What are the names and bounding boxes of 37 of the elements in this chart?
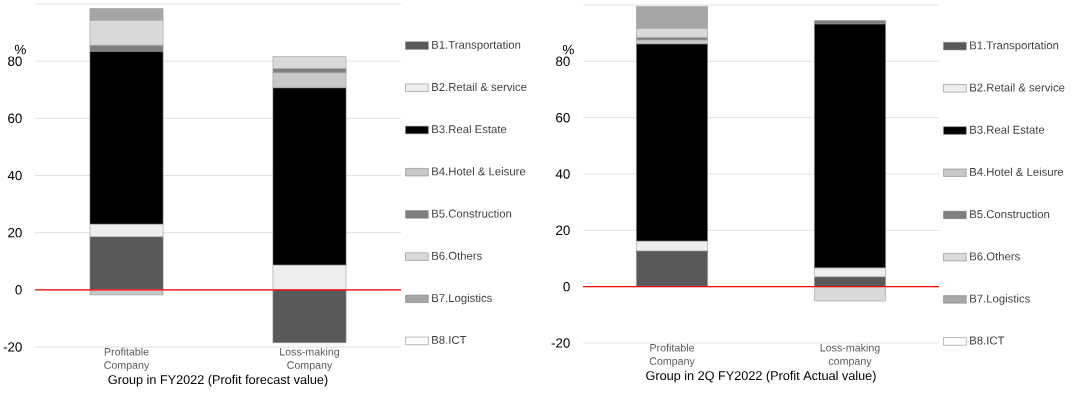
- x-tick-label: Loss-making Company: [280, 347, 340, 371]
- x-axis-title: Group in 2Q FY2022 (Profit Actual value): [646, 370, 876, 383]
- x-axis-title: Group in FY2022 (Profit forecast value): [108, 374, 328, 387]
- y-tick-label: 60: [556, 112, 570, 123]
- y-tick-label: 40: [555, 169, 570, 179]
- y-tick-label: 80: [556, 56, 570, 67]
- y-tick-label: 40: [7, 170, 22, 181]
- legend-label: B2.Retail & service: [970, 83, 1065, 92]
- y-tick-label: 80: [8, 56, 22, 66]
- y-tick-label: 0: [15, 285, 22, 295]
- y-tick-label: -20: [551, 338, 570, 348]
- legend-label: B8.ICT: [432, 335, 467, 344]
- legend-label: B1.Transportation: [970, 41, 1059, 52]
- legend-label: B4.Hotel & Leisure: [970, 167, 1064, 176]
- legend-label: B7.Logistics: [970, 294, 1030, 305]
- bar: [272, 56, 347, 69]
- legend-label: B6.Others: [970, 252, 1020, 261]
- y-tick-label: -20: [3, 342, 22, 352]
- y-tick-label: 60: [8, 113, 22, 124]
- legend-label: B2.Retail & service: [432, 82, 527, 91]
- legend-label: B3.Real Estate: [432, 124, 507, 134]
- x-tick-label: Profitable Company: [104, 347, 150, 371]
- legend-label: B7.Logistics: [432, 293, 492, 305]
- x-tick-label: Profitable Company: [649, 343, 695, 367]
- legend-label: B5.Construction: [432, 209, 512, 218]
- legend-label: B3.Real Estate: [970, 125, 1045, 134]
- y-axis-title: %: [14, 44, 26, 55]
- legend-label: B4.Hotel & Leisure: [432, 167, 526, 176]
- y-tick-label: 0: [563, 281, 570, 292]
- legend-label: B5.Construction: [970, 209, 1050, 219]
- x-tick-label: Loss-making company: [820, 343, 880, 367]
- legend-label: B6.Others: [432, 251, 482, 260]
- y-axis-title: %: [562, 45, 574, 55]
- y-tick-label: 20: [8, 227, 22, 238]
- legend-label: B8.ICT: [970, 336, 1005, 345]
- legend-label: B1.Transportation: [432, 40, 521, 52]
- y-tick-label: 20: [556, 225, 570, 236]
